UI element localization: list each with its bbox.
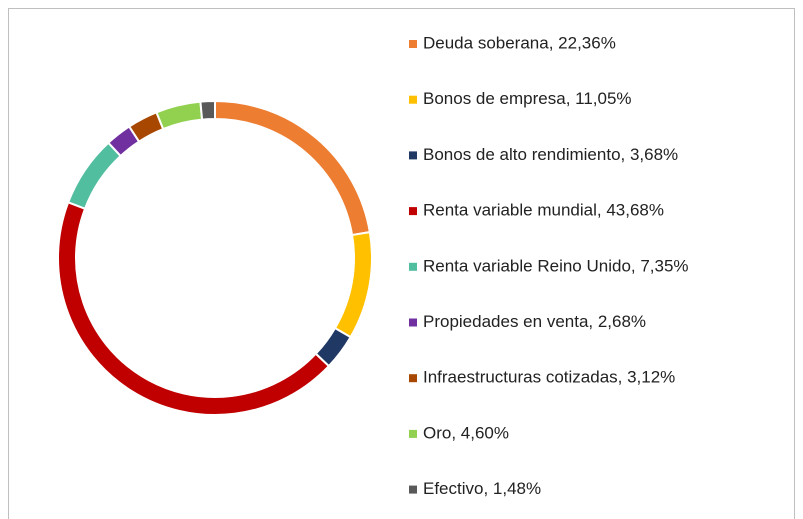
chart-frame <box>8 8 795 519</box>
legend-label: Bonos de alto rendimiento, 3,68% <box>423 145 678 164</box>
legend-label: Infraestructuras cotizadas, 3,12% <box>423 368 675 387</box>
legend-label: Oro, 4,60% <box>423 423 509 442</box>
legend-marker <box>409 485 417 494</box>
legend-label: Deuda soberana, 22,36% <box>423 33 616 52</box>
donut-segment <box>199 99 216 121</box>
legend-marker <box>409 151 417 160</box>
legend-marker <box>409 429 417 438</box>
legend-label: Bonos de empresa, 11,05% <box>423 89 632 108</box>
legend-marker <box>409 318 417 327</box>
legend-label: Renta variable mundial, 43,68% <box>423 201 664 220</box>
legend-marker <box>409 40 417 48</box>
legend-marker <box>409 95 417 104</box>
legend-marker <box>409 207 417 216</box>
legend-marker <box>409 262 417 271</box>
legend-label: Efectivo, 1,48% <box>423 479 541 498</box>
legend-label: Renta variable Reino Unido, 7,35% <box>423 256 689 275</box>
legend-marker <box>409 374 417 383</box>
legend-label: Propiedades en venta, 2,68% <box>423 312 646 331</box>
